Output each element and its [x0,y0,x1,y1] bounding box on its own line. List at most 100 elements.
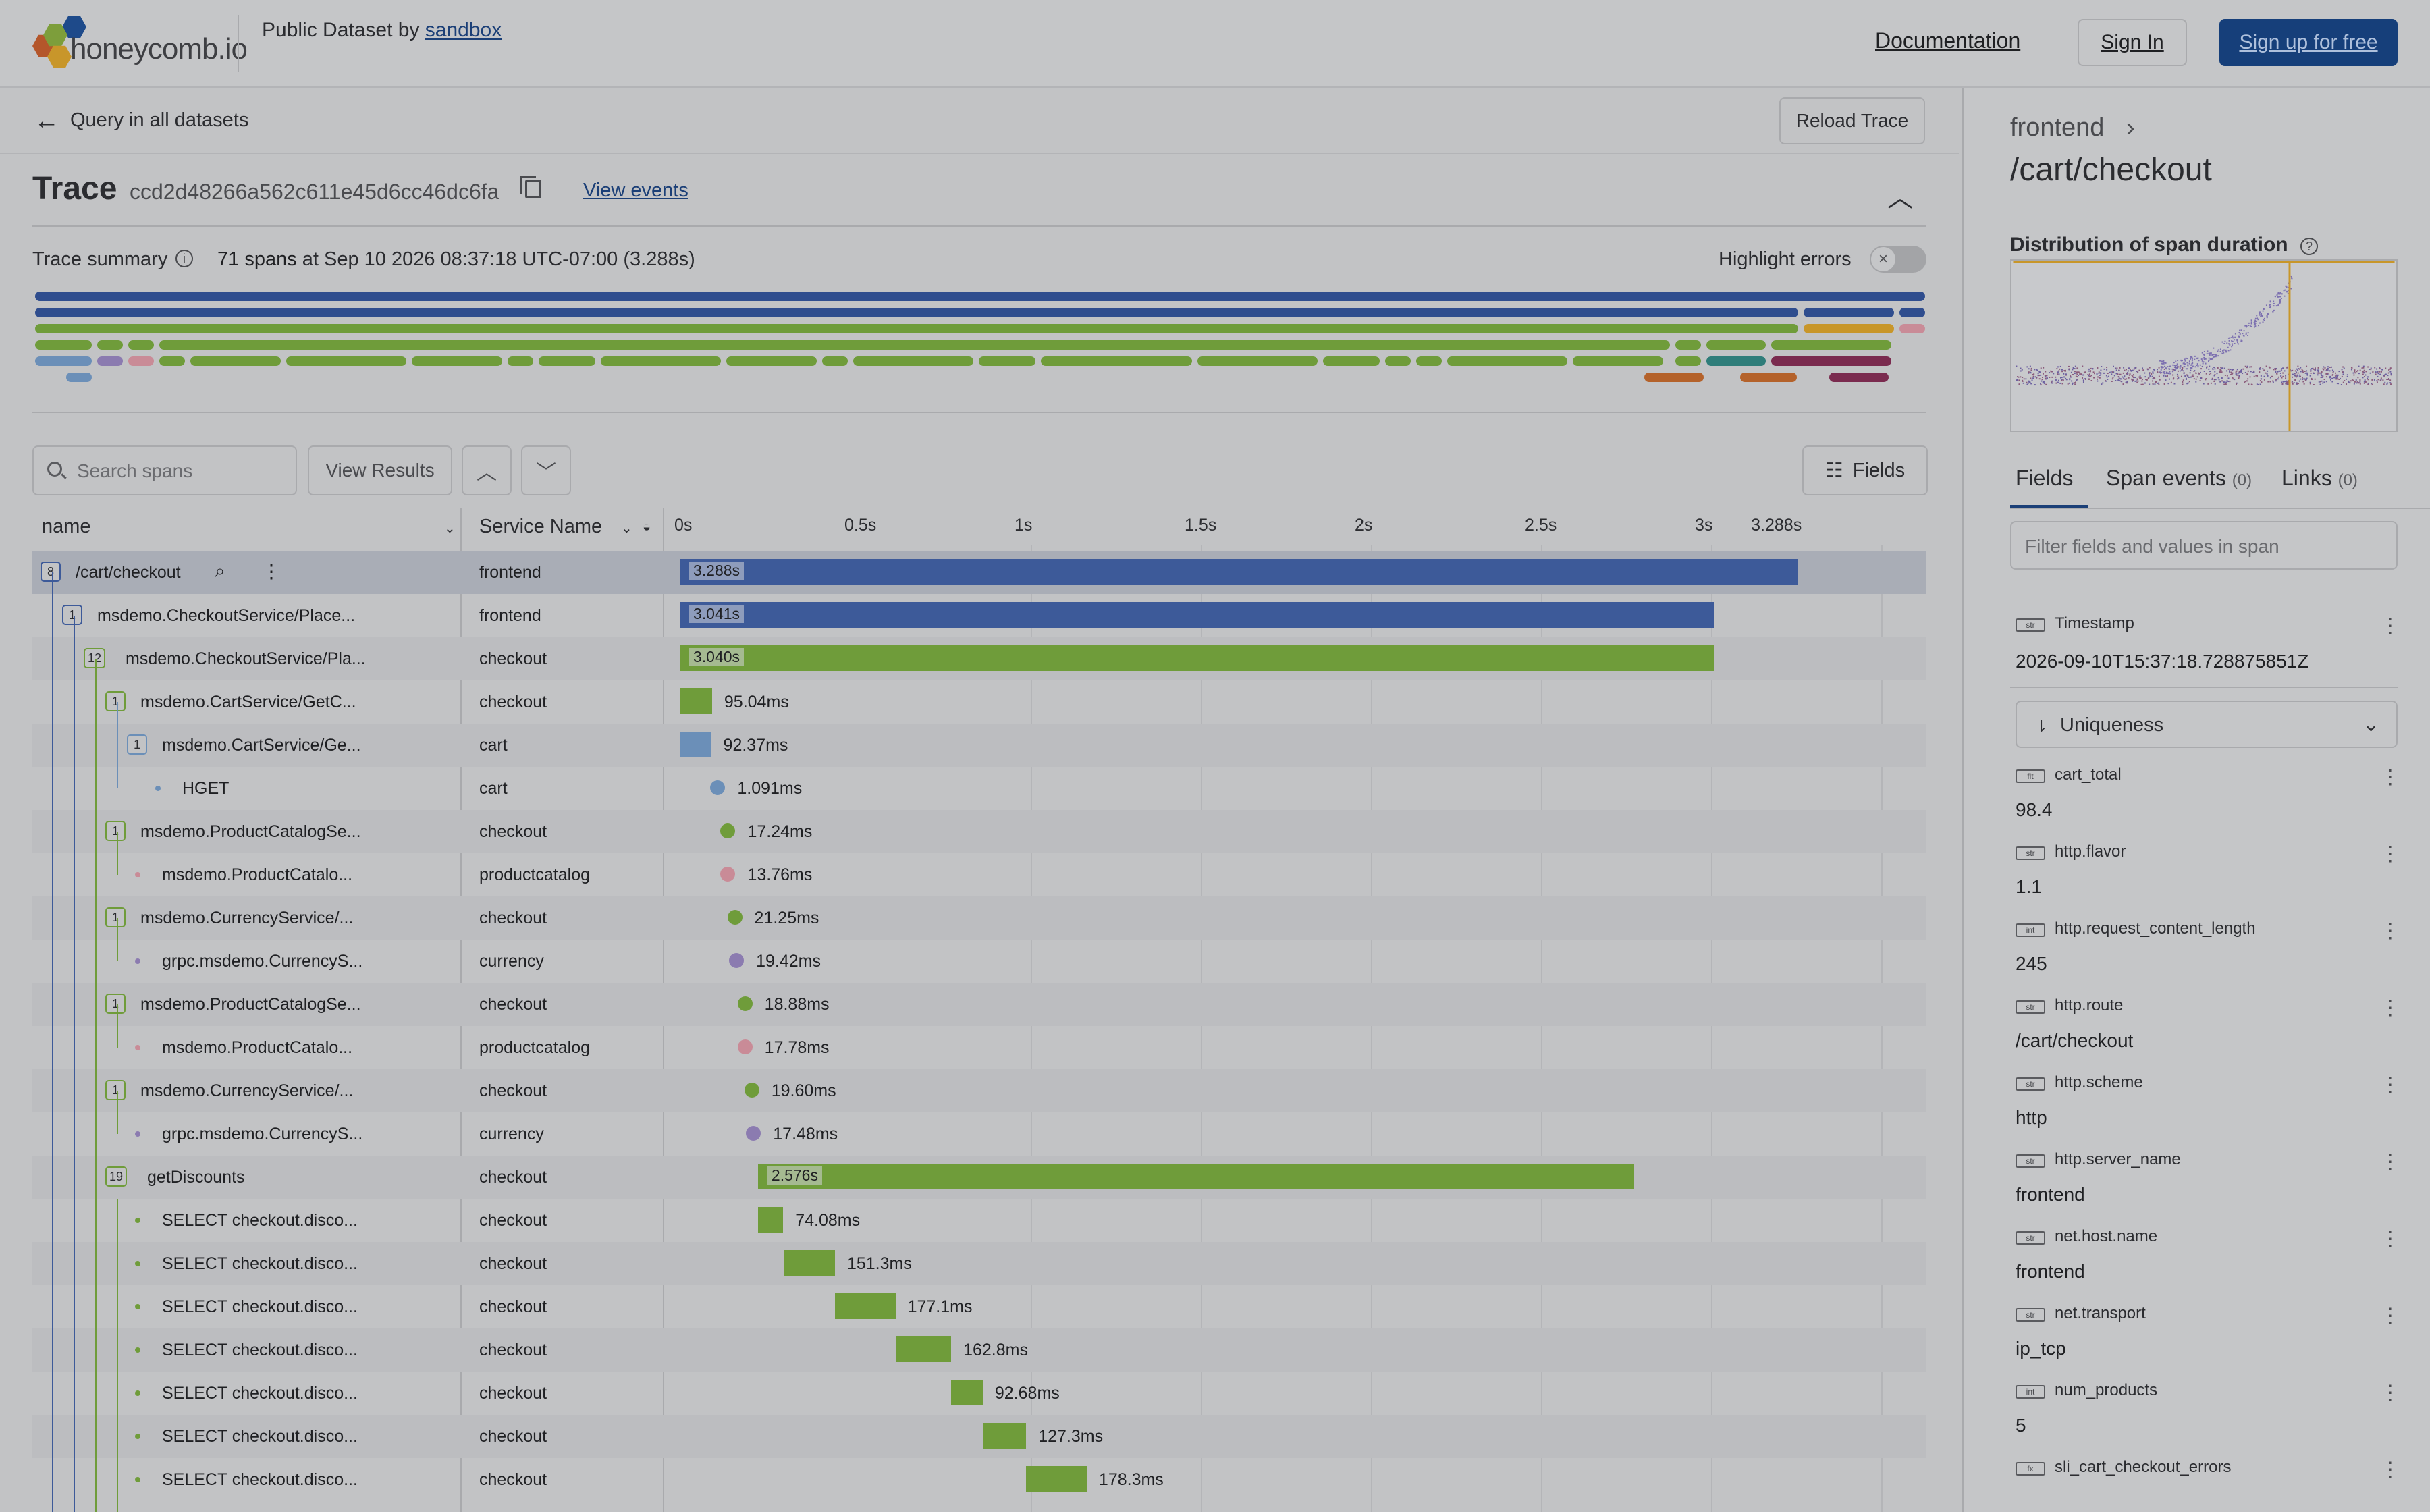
span-row[interactable]: 1 msdemo.CartService/Ge... cart 92.37ms [32,724,1926,767]
span-bar[interactable] [680,602,1714,628]
span-bar[interactable] [727,910,742,925]
span-bar[interactable] [746,1126,761,1141]
logo-text[interactable]: honeycomb.io [70,32,248,65]
span-duration-heatmap[interactable] [2010,259,2398,432]
sandbox-link[interactable]: sandbox [425,19,502,41]
child-count-badge[interactable]: 1 [105,821,126,841]
more-options-icon[interactable]: ⋮ [2380,1228,2400,1250]
previous-match-button[interactable]: ︿ [462,446,512,495]
span-row[interactable]: SELECT checkout.disco... checkout 162.8ms [32,1328,1926,1372]
tab-span-events[interactable]: Span events (0) [2106,466,2252,491]
span-row[interactable]: 1 msdemo.CurrencyService/... checkout 21.25… [32,896,1926,940]
column-settings-icon[interactable]: ◒ [643,520,651,535]
span-row[interactable]: SELECT checkout.disco... checkout 127.3ms [32,1415,1926,1458]
trace-minimap[interactable] [32,289,1929,397]
more-options-icon[interactable]: ⋮ [2380,615,2400,637]
more-options-icon[interactable]: ⋮ [2380,1074,2400,1096]
span-service-name[interactable]: frontend [2010,113,2105,142]
span-bar[interactable] [757,1207,784,1233]
copy-icon[interactable] [520,176,541,198]
zoom-icon[interactable]: ⌕ [215,560,225,581]
documentation-link[interactable]: Documentation [1875,28,2021,53]
span-row[interactable]: SELECT checkout.disco... checkout 178.3ms [32,1458,1926,1501]
span-bar[interactable] [720,867,736,882]
span-row[interactable]: HGET cart 1.091ms [32,767,1926,810]
span-bar[interactable] [737,996,753,1011]
span-row[interactable]: grpc.msdemo.CurrencyS... currency 19.42ms [32,940,1926,983]
name-column-header[interactable]: name [42,516,91,537]
child-count-badge[interactable]: 8 [40,562,61,582]
help-icon[interactable]: ? [2300,238,2318,255]
more-options-icon[interactable]: ⋮ [262,561,281,582]
child-count-badge[interactable]: 1 [105,907,126,927]
search-spans-input[interactable]: Search spans [32,446,297,495]
span-row[interactable]: SELECT checkout.disco... checkout 74.08ms [32,1199,1926,1242]
child-count-badge[interactable]: 1 [127,734,147,755]
tab-links[interactable]: Links (0) [2282,466,2358,491]
span-bar[interactable] [680,559,1799,585]
more-options-icon[interactable]: ⋮ [2380,997,2400,1019]
more-options-icon[interactable]: ⋮ [2380,843,2400,865]
info-icon[interactable]: i [176,250,193,267]
child-count-badge[interactable]: 12 [84,648,106,668]
toggle-off-icon[interactable]: × [1871,247,1895,271]
span-bar[interactable] [757,1164,1635,1189]
back-link[interactable]: Query in all datasets [70,109,249,131]
span-bar[interactable] [896,1336,952,1362]
span-bar[interactable] [835,1293,896,1319]
span-bar[interactable] [680,732,711,757]
span-bar[interactable] [983,1423,1027,1449]
span-bar[interactable] [680,688,712,714]
span-row[interactable]: 12 msdemo.CheckoutService/Pla... checkout 3… [32,637,1926,680]
more-options-icon[interactable]: ⋮ [2380,1459,2400,1481]
view-results-button[interactable]: View Results [308,446,452,495]
fields-button[interactable]: ☷ Fields [1802,446,1928,495]
more-options-icon[interactable]: ⋮ [2380,920,2400,942]
span-bar[interactable] [720,824,736,838]
sort-select[interactable]: ⇂ Uniqueness ⌄ [2016,701,2398,748]
filter-fields-input[interactable]: Filter fields and values in span [2010,521,2398,570]
span-bar[interactable] [680,645,1714,671]
span-row[interactable]: msdemo.ProductCatalo... productcatalog 17.… [32,1026,1926,1069]
next-match-button[interactable]: ﹀ [521,446,571,495]
tab-fields[interactable]: Fields [2016,466,2073,491]
view-events-link[interactable]: View events [583,180,688,201]
service-column-header[interactable]: Service Name [479,516,603,537]
span-row[interactable]: 1 msdemo.CartService/GetC... checkout 95.04… [32,680,1926,724]
span-row[interactable]: SELECT checkout.disco... checkout 92.68ms [32,1372,1926,1415]
span-bar[interactable] [737,1040,753,1054]
span-bar[interactable] [710,780,726,795]
more-options-icon[interactable]: ⋮ [2380,766,2400,788]
span-row[interactable]: SELECT checkout.disco... checkout 177.1ms [32,1285,1926,1328]
sign-up-button[interactable]: Sign up for free [2219,19,2398,66]
more-options-icon[interactable]: ⋮ [2380,1305,2400,1327]
child-count-badge[interactable]: 1 [62,605,82,625]
span-row[interactable]: msdemo.ProductCatalo... productcatalog 13.… [32,853,1926,896]
child-count-badge[interactable]: 19 [105,1166,128,1187]
child-count-badge[interactable]: 1 [105,691,126,711]
span-row[interactable]: 1 msdemo.CurrencyService/... checkout 19.60… [32,1069,1926,1112]
span-row[interactable]: 19 getDiscounts checkout 2.576s [32,1156,1926,1199]
more-options-icon[interactable]: ⋮ [2380,1382,2400,1404]
back-arrow-icon[interactable]: ← [34,107,59,135]
chevron-up-icon[interactable]: ︿ [1887,184,1914,213]
sign-in-button[interactable]: Sign In [2078,19,2187,66]
span-row[interactable]: 1 msdemo.CheckoutService/Place... frontend… [32,594,1926,637]
span-row[interactable]: grpc.msdemo.CurrencyS... currency 17.48ms [32,1112,1926,1156]
span-bar[interactable] [1026,1466,1087,1492]
chevron-down-icon[interactable]: ⌄ [621,521,632,536]
span-bar[interactable] [729,953,745,968]
span-bar[interactable] [744,1083,759,1098]
chevron-down-icon[interactable]: ⌄ [444,521,456,536]
span-row[interactable]: 1 msdemo.ProductCatalogSe... checkout 17.24… [32,810,1926,853]
span-row[interactable]: 1 msdemo.ProductCatalogSe... checkout 18.88… [32,983,1926,1026]
span-row[interactable]: SELECT checkout.disco... checkout 151.3ms [32,1242,1926,1285]
span-row[interactable]: 8/cart/checkout ⌕ ⋮ frontend 3.288s [32,551,1926,594]
reload-trace-button[interactable]: Reload Trace [1779,97,1925,144]
span-bar[interactable] [951,1380,983,1405]
child-count-badge[interactable]: 1 [105,994,126,1014]
heatmap-cell [2051,371,2053,373]
span-bar[interactable] [783,1250,835,1276]
more-options-icon[interactable]: ⋮ [2380,1151,2400,1173]
child-count-badge[interactable]: 1 [105,1080,126,1100]
